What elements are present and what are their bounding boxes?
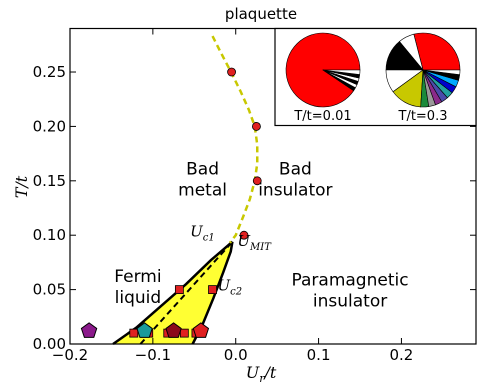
pentagon-marker xyxy=(80,322,98,338)
square-marker xyxy=(179,328,189,338)
pie-label: T/t=0.01 xyxy=(293,109,351,124)
chart-title: plaquette xyxy=(225,5,297,23)
y-tick-label: 0.00 xyxy=(33,335,66,353)
widom-line-layer xyxy=(211,35,259,244)
x-tick-label: 0.1 xyxy=(307,346,331,364)
x-tick-label: 0.0 xyxy=(224,346,248,364)
point-label: Uc1 xyxy=(190,222,215,243)
y-tick-label: 0.05 xyxy=(33,281,66,299)
x-tick-label: −0.2 xyxy=(52,346,88,364)
point-label: Uc2 xyxy=(217,277,242,298)
pentagon-marker xyxy=(136,322,153,338)
square-marker xyxy=(129,328,139,338)
point-label: UMIT xyxy=(237,232,272,253)
pentagon-marker xyxy=(165,322,182,338)
widom-point xyxy=(239,230,249,240)
inset-panel: T/t=0.01 T/t=0.3 xyxy=(274,27,477,127)
region-label: Paramagnetic insulator xyxy=(292,270,409,311)
point-labels: Uc1 UMIT Uc2 xyxy=(190,222,272,297)
region-labels: Bad metal Bad insulator Fermi liquid Paramagne… xyxy=(114,159,408,311)
y-tick-label: 0.15 xyxy=(33,172,66,190)
y-axis-label: T/t xyxy=(12,175,31,198)
first-order-transition-line xyxy=(139,241,234,345)
widom-line xyxy=(211,35,259,244)
plot-frame xyxy=(69,27,477,345)
pie-slice xyxy=(322,69,361,75)
region-label: Bad metal xyxy=(178,159,227,200)
coexistence-region xyxy=(113,241,233,344)
widom-point xyxy=(227,67,236,77)
x-tick-label: −0.1 xyxy=(135,346,171,364)
x-axis-label: Ur/t xyxy=(246,363,277,384)
marker-layer xyxy=(80,67,262,338)
pie-slice xyxy=(413,32,461,71)
x-tick-label: 0.2 xyxy=(389,346,413,364)
widom-point xyxy=(252,122,261,131)
pentagon-marker xyxy=(192,322,210,338)
region-label: Bad insulator xyxy=(258,159,332,200)
pie-slice xyxy=(422,69,461,75)
square-marker xyxy=(208,285,217,295)
pie-label: T/t=0.3 xyxy=(398,109,448,124)
square-marker xyxy=(174,285,184,295)
inset-pies: T/t=0.01 T/t=0.3 xyxy=(285,32,461,124)
widom-point xyxy=(252,176,262,186)
y-tick-label: 0.20 xyxy=(33,117,66,135)
y-tick-label: 0.25 xyxy=(33,63,66,81)
tick-layer: −0.2 −0.1 0.0 0.1 0.2 0.00 0.05 0.10 0.15 0.20 0.2… xyxy=(33,28,476,364)
y-tick-label: 0.10 xyxy=(33,226,66,244)
region-label: Fermi liquid xyxy=(114,267,161,308)
